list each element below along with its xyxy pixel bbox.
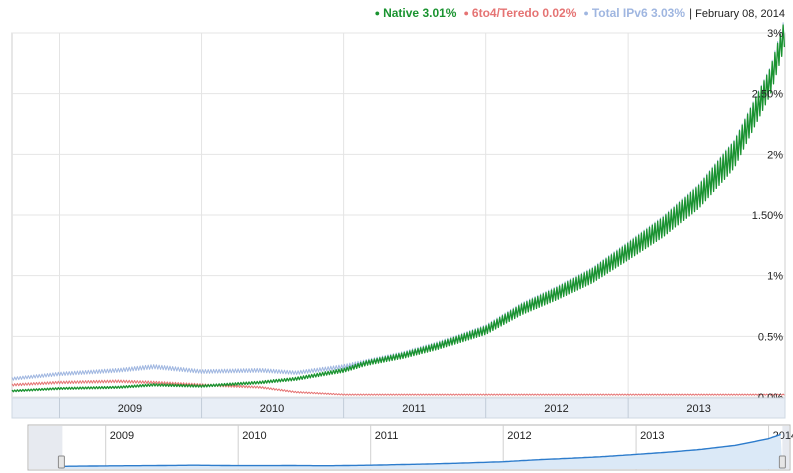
legend-entry-1: ● 6to4/Teredo 0.02% bbox=[463, 6, 576, 20]
x-tick-label: 2010 bbox=[260, 403, 284, 415]
legend-separator: | bbox=[688, 6, 693, 20]
legend-label: 6to4/Teredo bbox=[471, 6, 540, 20]
navigator-unselected-right bbox=[782, 426, 789, 469]
series-line-native bbox=[11, 24, 786, 393]
navigator-line bbox=[61, 433, 781, 467]
navigator-tick-label: 2013 bbox=[640, 430, 664, 442]
y-tick-label: 2.50% bbox=[752, 89, 783, 101]
legend-value: 3.01% bbox=[419, 6, 457, 20]
legend-label: Native bbox=[383, 6, 420, 20]
navigator-area bbox=[61, 434, 783, 469]
x-tick-label: 2009 bbox=[118, 403, 142, 415]
navigator-unselected-left bbox=[29, 426, 63, 469]
y-tick-label: 2% bbox=[767, 149, 783, 161]
y-tick-label: 1% bbox=[767, 271, 783, 283]
navigator-right-handle[interactable] bbox=[778, 455, 786, 469]
navigator-tick-label: 2009 bbox=[110, 430, 134, 442]
navigator-tick-label: 2012 bbox=[507, 430, 531, 442]
y-tick-label: 1.50% bbox=[752, 210, 783, 222]
x-tick-label: 2013 bbox=[686, 403, 710, 415]
x-axis-band bbox=[11, 397, 786, 419]
y-tick-label: 3% bbox=[767, 28, 783, 40]
legend-dot-icon: ● bbox=[374, 8, 381, 18]
legend-entry-2: ● Total IPv6 3.03% bbox=[583, 6, 685, 20]
legend-value: 3.03% bbox=[647, 6, 685, 20]
y-tick-label: 0.5% bbox=[758, 331, 783, 343]
legend-dot-icon: ● bbox=[463, 8, 469, 18]
legend-label: Total IPv6 bbox=[591, 6, 648, 20]
legend-dot-icon: ● bbox=[583, 8, 589, 18]
x-tick-label: 2011 bbox=[402, 403, 426, 415]
navigator-tick-label: 2011 bbox=[375, 430, 399, 442]
x-tick-label: 2012 bbox=[544, 403, 568, 415]
series-line-6to4-teredo bbox=[11, 379, 785, 396]
legend-date: February 08, 2014 bbox=[695, 8, 785, 20]
legend-entry-0: ● Native 3.01% bbox=[375, 6, 457, 20]
navigator-left-handle[interactable] bbox=[57, 455, 65, 469]
chart-legend: ● Native 3.01% ● 6to4/Teredo 0.02% ● Total IP… bbox=[0, 6, 785, 26]
navigator-tick-label: 2010 bbox=[242, 430, 266, 442]
legend-value: 0.02% bbox=[539, 6, 577, 20]
